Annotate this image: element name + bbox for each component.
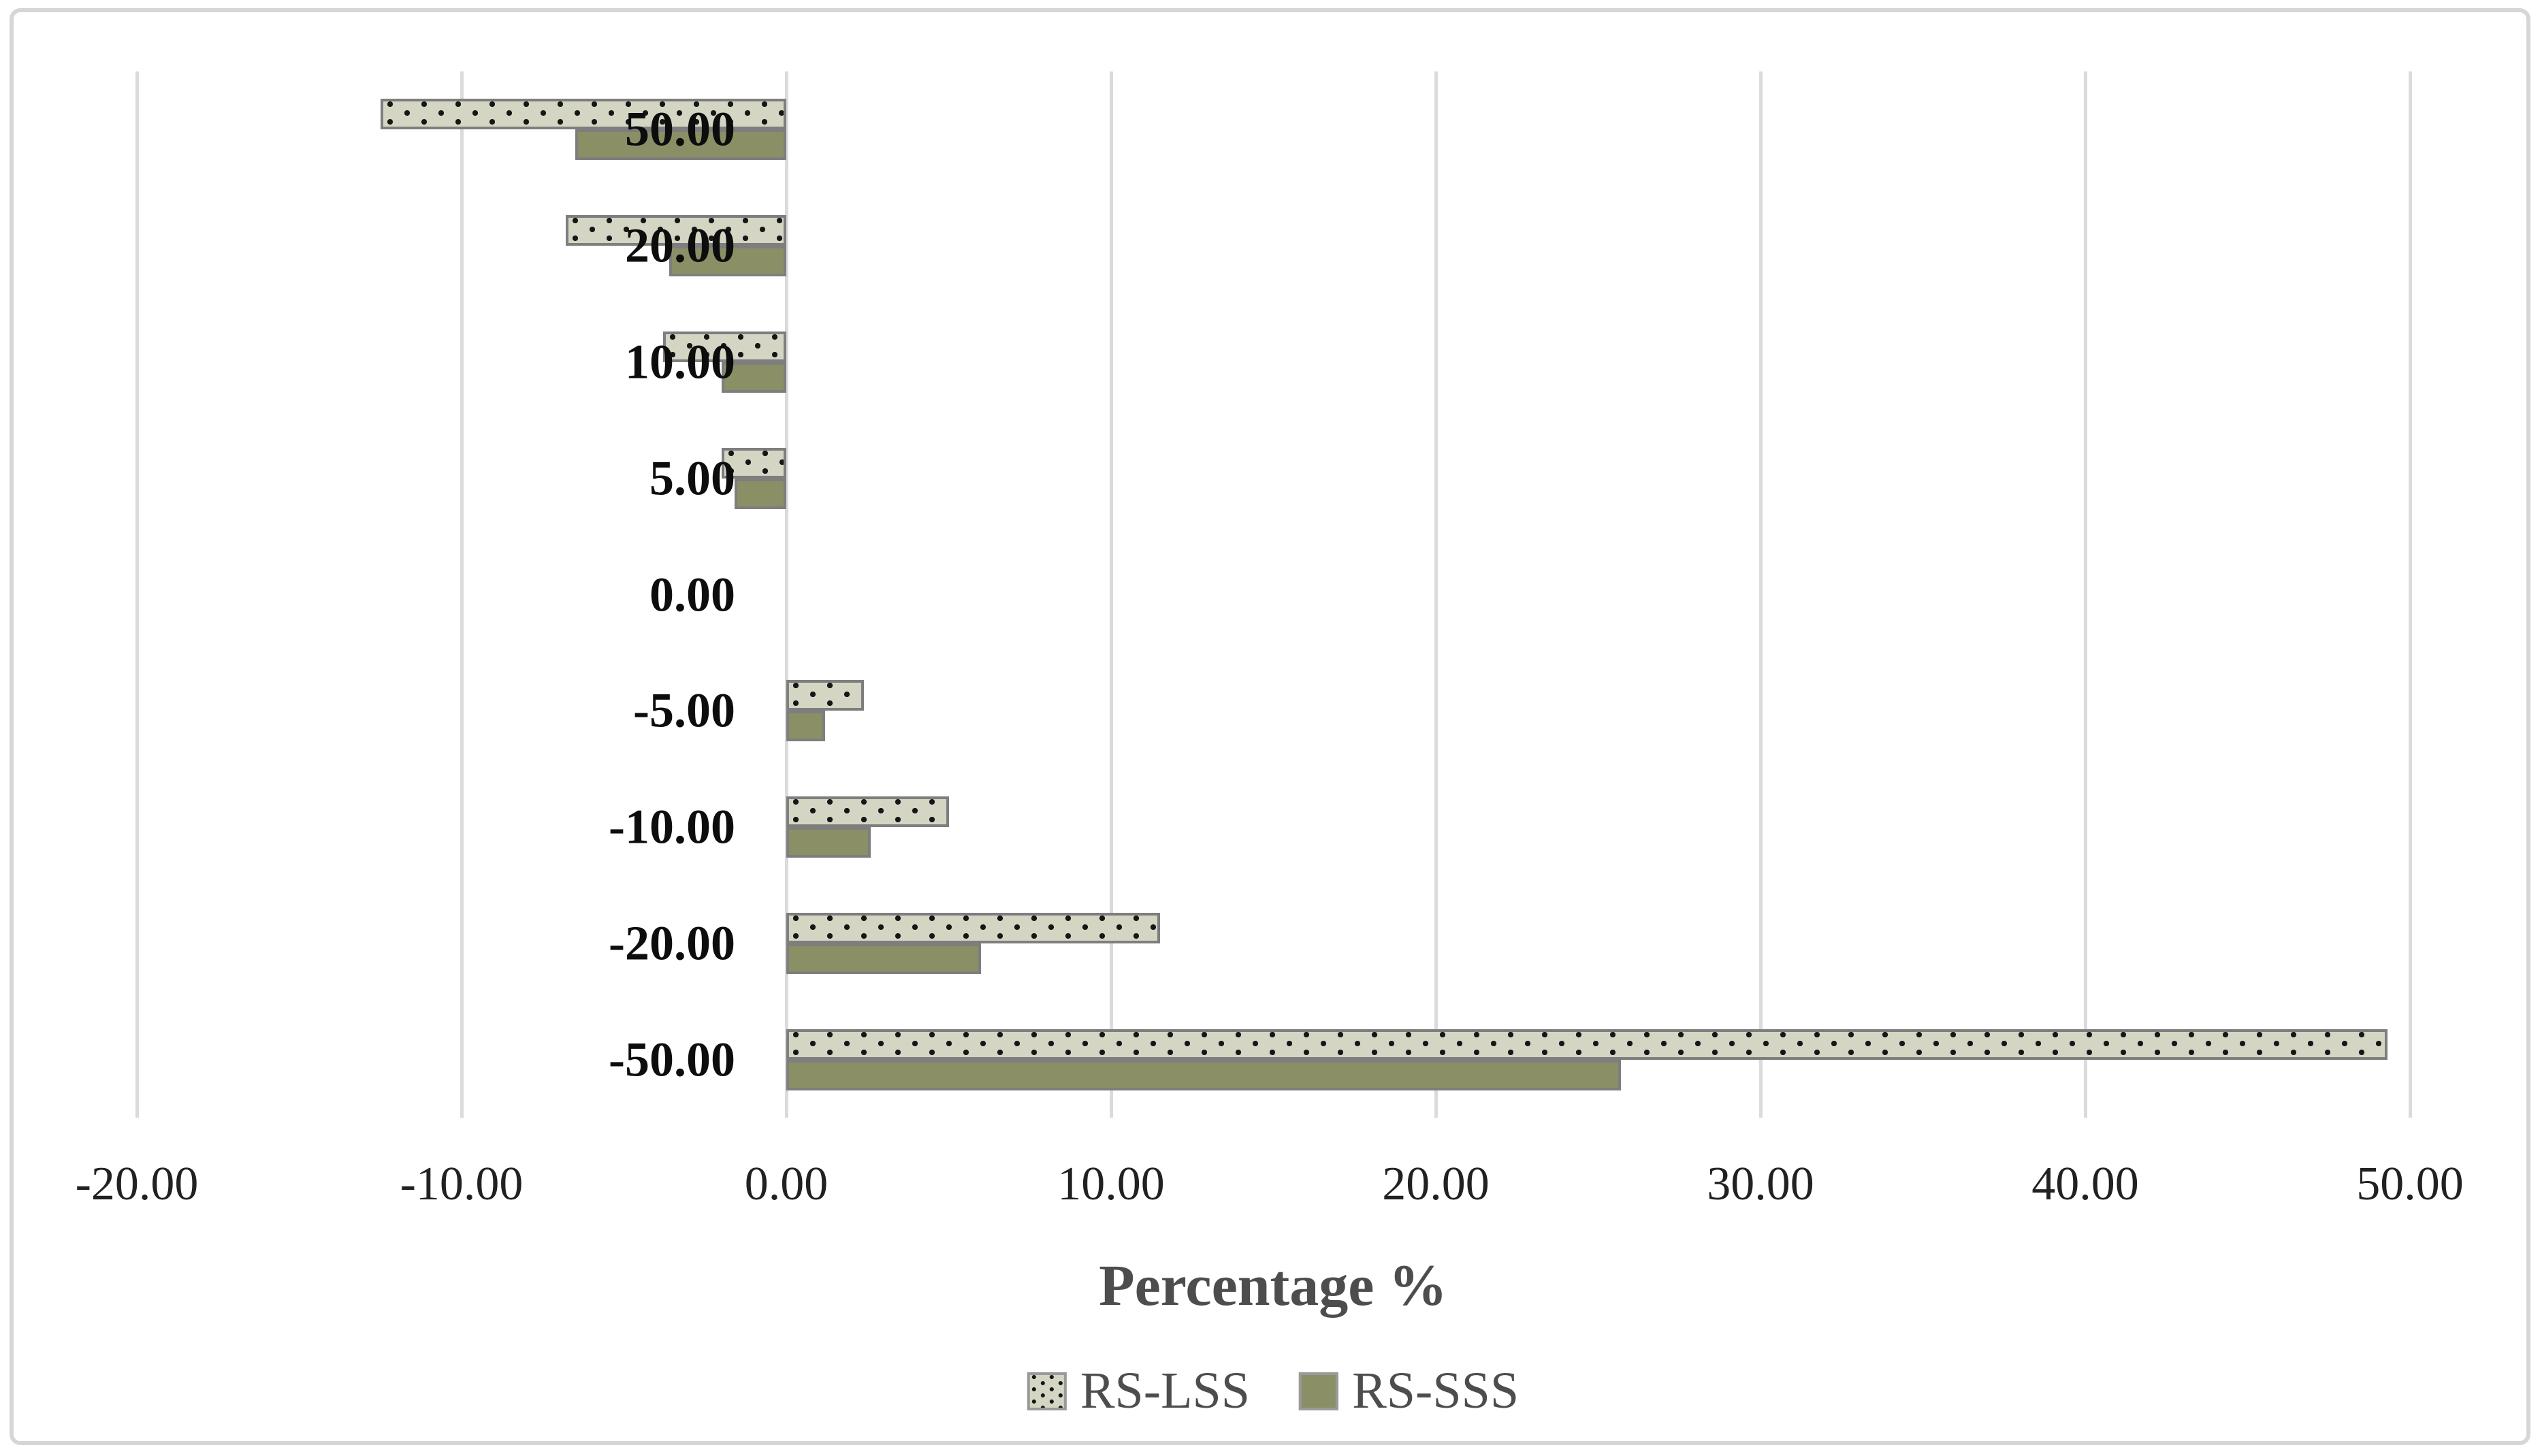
category-label: 20.00 (625, 218, 735, 273)
gridline (135, 71, 139, 1118)
legend-label-rs-lss: RS-LSS (1080, 1362, 1251, 1419)
category-label: -50.00 (609, 1032, 735, 1087)
bar-rs-sss-cat-20.00 (669, 246, 786, 277)
gridline (2408, 71, 2412, 1118)
gridline (1758, 71, 1763, 1118)
x-tick-label: -10.00 (400, 1158, 524, 1210)
category-label: -20.00 (609, 916, 735, 971)
bar-rs-sss-cat--20.00 (786, 943, 982, 974)
x-tick-label: 0.00 (744, 1158, 829, 1210)
bar-rs-lss-cat--10.00 (786, 796, 949, 828)
bar-rs-sss-cat-5.00 (734, 478, 786, 509)
bar-rs-sss-cat--5.00 (786, 711, 826, 742)
x-tick-label: 30.00 (1707, 1158, 1814, 1210)
bar-rs-lss-cat-5.00 (721, 447, 786, 479)
gridline (1109, 71, 1113, 1118)
category-label: -5.00 (633, 683, 735, 738)
legend-item-rs-sss: RS-SSS (1299, 1361, 1519, 1421)
bar-rs-lss-cat-20.00 (565, 215, 786, 246)
category-label: 50.00 (625, 101, 735, 157)
bar-rs-sss-cat--10.00 (786, 827, 871, 858)
legend-label-rs-sss: RS-SSS (1352, 1362, 1520, 1419)
gridline (460, 71, 464, 1118)
bar-rs-sss-cat-10.00 (721, 361, 786, 393)
x-tick-label: 10.00 (1057, 1158, 1165, 1210)
category-label: -10.00 (609, 799, 735, 854)
bar-rs-sss-cat--50.00 (786, 1059, 1621, 1090)
gridline (1434, 71, 1438, 1118)
x-tick-label: 50.00 (2356, 1158, 2464, 1210)
legend-swatch-rs-sss-icon (1299, 1372, 1339, 1410)
x-tick-label: 40.00 (2031, 1158, 2139, 1210)
gridline (784, 71, 788, 1118)
legend: RS-LSS RS-SSS (1027, 1361, 1519, 1421)
legend-swatch-rs-lss-icon (1027, 1372, 1067, 1410)
category-label: 5.00 (649, 451, 735, 506)
x-axis-title: Percentage % (1099, 1252, 1447, 1318)
x-tick-label: 20.00 (1382, 1158, 1490, 1210)
legend-item-rs-lss: RS-LSS (1027, 1361, 1250, 1421)
category-label: 10.00 (625, 334, 735, 389)
bar-rs-lss-cat--50.00 (786, 1029, 2388, 1060)
x-tick-label: -20.00 (75, 1158, 199, 1210)
bar-rs-lss-cat-10.00 (662, 331, 786, 362)
bar-rs-lss-cat--5.00 (786, 680, 865, 711)
category-label: 0.00 (649, 567, 735, 621)
gridline (2083, 71, 2087, 1118)
bar-rs-lss-cat--20.00 (786, 912, 1160, 943)
bar-rs-lss-cat-50.00 (380, 99, 786, 130)
bar-rs-sss-cat-50.00 (575, 129, 786, 161)
figure-border (10, 8, 2530, 1445)
